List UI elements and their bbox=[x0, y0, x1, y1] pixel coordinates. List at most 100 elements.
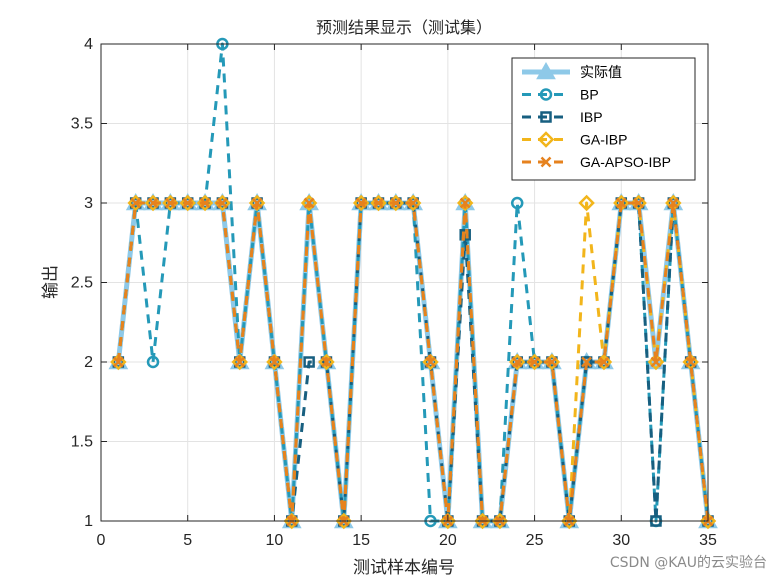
chart-title: 预测结果显示（测试集） bbox=[316, 18, 492, 37]
legend-swatch-marker bbox=[537, 131, 555, 148]
data-point bbox=[667, 197, 679, 209]
y-tick-label: 1 bbox=[84, 513, 93, 530]
x-tick-label: 20 bbox=[439, 532, 457, 549]
data-point bbox=[164, 197, 176, 209]
data-point bbox=[560, 512, 578, 530]
legend-swatch-marker bbox=[540, 156, 552, 168]
data-point bbox=[491, 512, 509, 530]
y-tick-label: 3 bbox=[84, 195, 93, 212]
legend: 实际值 BP IBP GA-IBP GA-APSO-IBP bbox=[511, 57, 696, 181]
ticks: 0 5 10 15 20 25 30 35 1 1.5 2 2.5 3 3.5 4 bbox=[71, 36, 717, 549]
data-point bbox=[269, 356, 280, 368]
data-point bbox=[387, 194, 405, 212]
data-point bbox=[110, 353, 127, 371]
data-point bbox=[647, 353, 665, 371]
legend-entry-3: GA-IBP bbox=[522, 131, 627, 148]
data-point bbox=[390, 197, 402, 209]
series-4 bbox=[112, 197, 714, 527]
x-tick-label: 30 bbox=[612, 532, 630, 549]
data-point bbox=[146, 355, 160, 369]
data-point bbox=[352, 194, 370, 212]
data-point bbox=[127, 194, 144, 212]
data-point bbox=[214, 194, 231, 212]
data-point bbox=[182, 197, 194, 209]
x-tick-label: 10 bbox=[266, 532, 284, 549]
data-point bbox=[650, 356, 662, 368]
data-point bbox=[321, 356, 332, 368]
legend-label: 实际值 bbox=[580, 64, 622, 80]
data-point bbox=[234, 356, 246, 368]
data-point bbox=[508, 353, 526, 371]
y-tick-label: 4 bbox=[84, 36, 93, 53]
data-point bbox=[303, 356, 315, 368]
legend-label: BP bbox=[580, 87, 599, 103]
data-point bbox=[147, 197, 159, 209]
legend-swatch-marker bbox=[539, 88, 553, 101]
data-point bbox=[179, 194, 196, 212]
data-point bbox=[404, 194, 422, 212]
data-point bbox=[217, 197, 228, 209]
y-tick-label: 2 bbox=[84, 354, 93, 371]
data-point bbox=[318, 353, 335, 371]
data-point bbox=[529, 356, 540, 368]
data-point bbox=[370, 194, 387, 212]
data-point bbox=[439, 512, 457, 530]
data-point bbox=[474, 512, 491, 530]
data-point bbox=[251, 197, 263, 209]
data-point bbox=[581, 356, 592, 368]
data-point bbox=[199, 197, 211, 209]
data-point bbox=[546, 356, 558, 368]
x-tick-label: 25 bbox=[526, 532, 544, 549]
data-point bbox=[598, 356, 610, 368]
x-tick-label: 0 bbox=[97, 532, 106, 549]
data-point bbox=[425, 356, 436, 368]
data-point bbox=[526, 353, 543, 371]
data-point bbox=[511, 356, 523, 368]
data-point bbox=[456, 194, 474, 212]
data-point bbox=[196, 194, 214, 212]
legend-swatch-marker bbox=[540, 111, 552, 123]
series-layer bbox=[108, 37, 718, 530]
data-point bbox=[144, 194, 162, 212]
x-tick-label: 35 bbox=[699, 532, 717, 549]
data-point bbox=[578, 194, 595, 212]
legend-entry-0: 实际值 bbox=[522, 61, 622, 80]
legend-label: GA-APSO-IBP bbox=[580, 154, 671, 170]
y-axis-title: 输出 bbox=[41, 265, 61, 299]
legend-label: IBP bbox=[580, 109, 603, 125]
legend-label: GA-IBP bbox=[580, 132, 627, 148]
data-point bbox=[543, 353, 561, 371]
data-point bbox=[300, 194, 318, 212]
x-tick-label: 5 bbox=[183, 532, 192, 549]
x-tick-label: 15 bbox=[352, 532, 370, 549]
data-point bbox=[112, 356, 124, 368]
data-point bbox=[335, 512, 353, 530]
data-point bbox=[266, 353, 283, 371]
data-point bbox=[459, 197, 471, 209]
data-point bbox=[130, 197, 142, 209]
data-point bbox=[685, 356, 697, 368]
data-point bbox=[355, 197, 367, 209]
x-axis-title: 测试样本编号 bbox=[353, 558, 455, 578]
legend-swatch-marker bbox=[536, 61, 556, 80]
data-point bbox=[699, 512, 717, 530]
data-point bbox=[510, 196, 524, 210]
y-tick-label: 1.5 bbox=[71, 434, 93, 451]
watermark-text: CSDN @KAU的云实验台 bbox=[609, 555, 767, 571]
legend-entry-4: GA-APSO-IBP bbox=[522, 154, 671, 170]
legend-entry-1: BP bbox=[522, 87, 599, 103]
y-tick-label: 2.5 bbox=[71, 275, 93, 292]
data-point bbox=[407, 197, 419, 209]
data-point bbox=[283, 512, 301, 530]
legend-entry-2: IBP bbox=[522, 109, 603, 125]
data-point bbox=[162, 194, 179, 212]
data-point bbox=[422, 353, 439, 371]
data-point bbox=[373, 197, 384, 209]
data-point bbox=[633, 197, 645, 209]
y-tick-label: 3.5 bbox=[71, 116, 93, 133]
data-point bbox=[595, 353, 613, 371]
data-point bbox=[303, 197, 315, 209]
data-point bbox=[231, 353, 249, 371]
data-point bbox=[615, 197, 627, 209]
